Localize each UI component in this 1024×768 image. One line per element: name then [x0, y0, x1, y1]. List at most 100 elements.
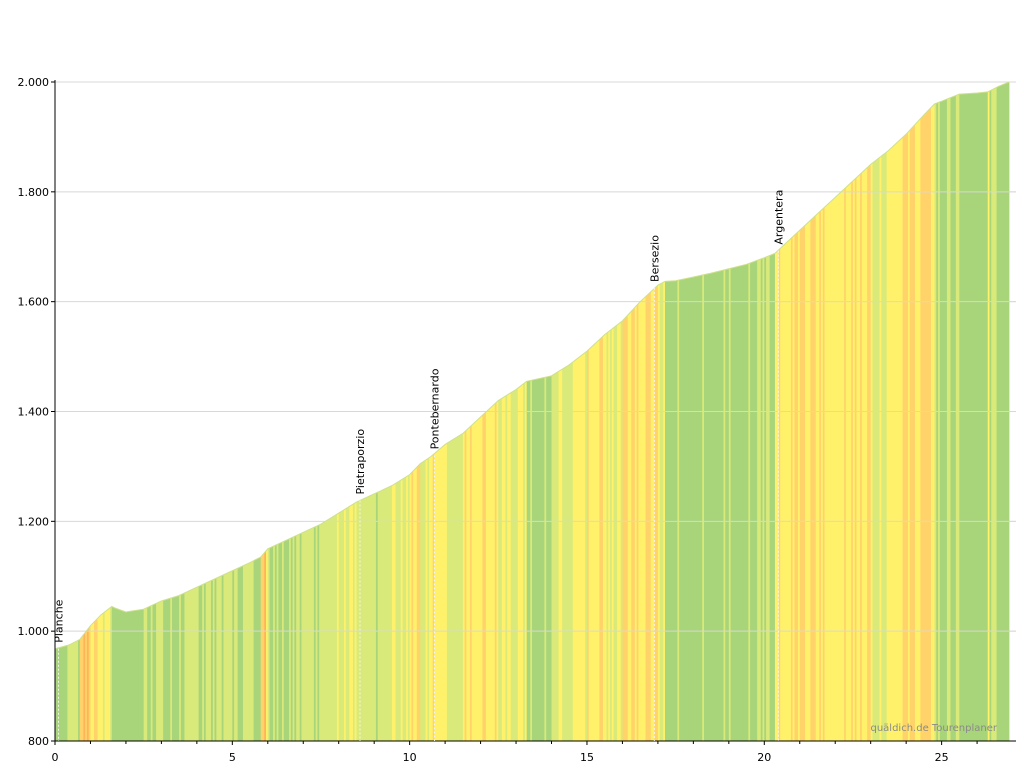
- gradient-segment: [890, 147, 893, 741]
- gradient-segment: [81, 634, 84, 741]
- gradient-segment: [998, 85, 1001, 741]
- gradient-segment: [434, 452, 437, 741]
- gradient-segment: [94, 620, 97, 741]
- gradient-segment: [232, 569, 235, 741]
- gradient-segment: [849, 182, 852, 741]
- x-tick-label: 15: [580, 751, 594, 764]
- gradient-segment: [767, 255, 771, 741]
- gradient-segment: [133, 610, 136, 741]
- gradient-segment: [939, 101, 943, 742]
- gradient-segment: [455, 436, 458, 741]
- gradient-segment: [555, 372, 558, 741]
- gradient-segment: [801, 226, 804, 742]
- gradient-segment: [643, 296, 646, 741]
- gradient-segment: [175, 596, 178, 741]
- y-tick-label: 1.600: [18, 296, 50, 309]
- gradient-segment: [1001, 84, 1005, 742]
- gradient-segment: [794, 233, 797, 741]
- gradient-segment: [216, 577, 219, 741]
- gradient-segment: [743, 264, 746, 741]
- gradient-segment: [989, 90, 992, 741]
- gradient-segment: [991, 89, 994, 742]
- y-tick-label: 2.000: [18, 76, 50, 89]
- gradient-segment: [689, 277, 692, 741]
- gradient-segment: [813, 215, 817, 741]
- gradient-segment: [108, 607, 111, 741]
- gradient-segment: [982, 92, 985, 742]
- gradient-segment: [551, 374, 554, 741]
- gradient-segment: [613, 326, 616, 741]
- gradient-segment: [113, 607, 116, 741]
- y-axis-ticks: 800 1.000 1.200 1.400 1.600 1.800 2.000: [18, 76, 55, 748]
- gradient-segment: [897, 140, 900, 741]
- gradient-segment: [828, 202, 831, 741]
- gradient-segment: [966, 93, 969, 742]
- gradient-segment: [104, 610, 107, 741]
- gradient-segment: [730, 267, 733, 741]
- gradient-segment: [292, 536, 295, 741]
- gradient-segment: [964, 93, 967, 741]
- gradient-segment: [712, 272, 716, 741]
- gradient-segment: [161, 600, 164, 741]
- gradient-segment: [404, 476, 407, 741]
- gradient-segment: [411, 470, 414, 741]
- gradient-segment: [393, 483, 396, 741]
- gradient-segment: [622, 318, 625, 741]
- gradient-segment: [539, 378, 542, 741]
- gradient-segment: [367, 496, 370, 741]
- gradient-segment: [78, 639, 81, 741]
- gradient-segment: [344, 508, 347, 741]
- gradient-segment: [283, 540, 286, 741]
- gradient-segment: [909, 128, 912, 741]
- gradient-segment: [764, 257, 767, 741]
- gradient-segment: [915, 122, 918, 742]
- gradient-segment: [578, 356, 581, 741]
- gradient-segment: [365, 497, 368, 741]
- gradient-segment: [757, 259, 760, 741]
- gradient-segment: [409, 472, 412, 741]
- y-tick-label: 1.800: [18, 186, 50, 199]
- gradient-segment: [487, 408, 490, 741]
- gradient-segment: [969, 93, 973, 741]
- gradient-segment: [595, 341, 599, 741]
- gradient-segment: [803, 225, 806, 741]
- gradient-segment: [652, 288, 655, 741]
- gradient-segment: [753, 261, 756, 741]
- gradient-segment: [195, 587, 198, 741]
- gradient-segment: [682, 278, 685, 741]
- gradient-segment: [131, 610, 134, 741]
- gradient-segment: [148, 605, 152, 741]
- gradient-segment: [198, 585, 201, 741]
- gradient-segment: [675, 280, 678, 741]
- gradient-segment: [90, 623, 93, 741]
- gradient-segment: [289, 538, 292, 741]
- gradient-segment: [429, 456, 432, 741]
- gradient-segment: [854, 177, 857, 741]
- gradient-segment: [326, 519, 329, 741]
- gradient-segment: [253, 559, 256, 741]
- gradient-segment: [704, 274, 707, 741]
- gradient-segment: [516, 388, 519, 741]
- gradient-segment: [852, 179, 856, 741]
- gradient-segment: [266, 548, 269, 741]
- gradient-segment: [913, 124, 916, 741]
- gradient-segment: [244, 564, 247, 741]
- gradient-segment: [471, 423, 474, 741]
- gradient-segment: [492, 403, 496, 741]
- gradient-segment: [193, 588, 196, 741]
- gradient-segment: [258, 557, 262, 741]
- gradient-segment: [150, 605, 153, 741]
- gradient-segment: [961, 93, 964, 741]
- gradient-segment: [182, 592, 185, 741]
- gradient-segment: [918, 118, 921, 741]
- gradient-segment: [384, 488, 387, 741]
- gradient-segment: [58, 647, 61, 741]
- gradient-segment: [948, 97, 951, 742]
- gradient-segment: [242, 564, 246, 741]
- gradient-segment: [290, 537, 294, 741]
- gradient-segment: [65, 645, 68, 741]
- gradient-segment: [248, 562, 251, 741]
- gradient-segment: [186, 591, 189, 741]
- gradient-segment: [414, 467, 418, 741]
